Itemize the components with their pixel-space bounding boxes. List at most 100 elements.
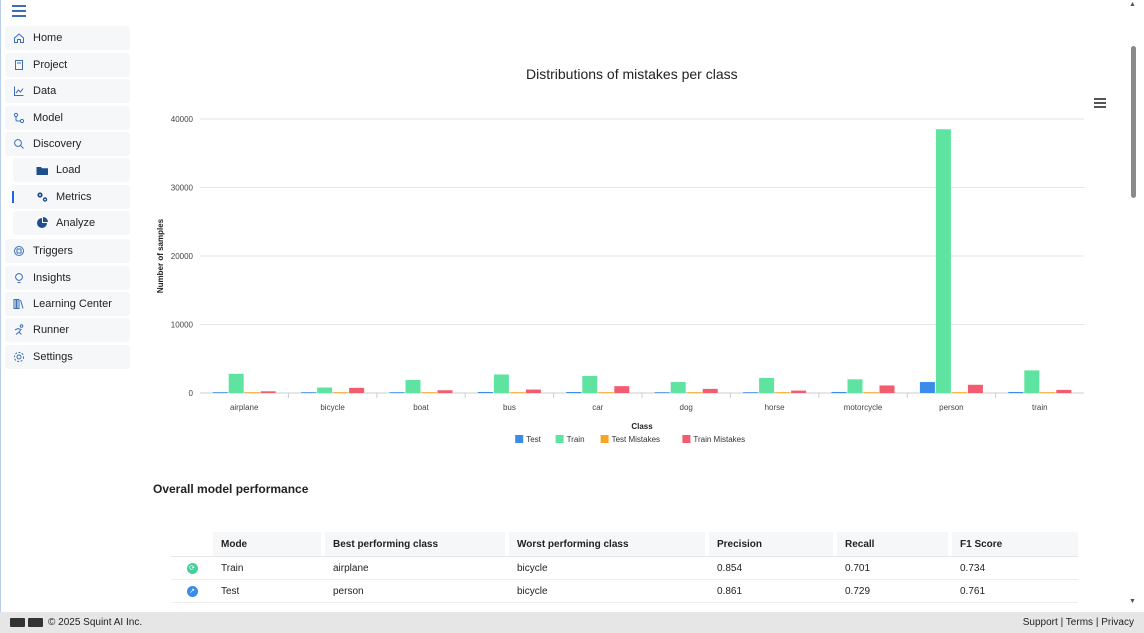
cell-best: airplane: [325, 557, 505, 580]
bar-train: [935, 129, 951, 393]
sidebar-item-project[interactable]: Project: [5, 53, 130, 77]
active-indicator: [12, 191, 14, 203]
pie-chart-icon: [35, 216, 49, 230]
x-tick-label: dog: [680, 403, 693, 412]
triggers-icon: [12, 244, 26, 258]
separator: |: [1095, 617, 1099, 628]
sidebar-item-load[interactable]: Load: [13, 158, 130, 182]
chart-menu-icon[interactable]: [1094, 98, 1106, 110]
sidebar-item-model[interactable]: Model: [5, 106, 130, 130]
legend-item: Test: [526, 435, 541, 444]
main-content: Distributions of mistakes per class 0 100…: [131, 0, 1127, 612]
footer-links: Support | Terms | Privacy: [1023, 617, 1134, 628]
cell-f1: 0.734: [952, 557, 1078, 580]
sidebar-item-home[interactable]: Home: [5, 26, 130, 50]
cell-worst: bicycle: [509, 557, 705, 580]
bar-test-mistakes: [598, 392, 614, 393]
lightbulb-icon: [12, 271, 26, 285]
legend-item: Test Mistakes: [612, 435, 660, 444]
bar-train: [317, 387, 333, 393]
bar-train-mistakes: [702, 388, 718, 393]
sidebar-item-metrics[interactable]: Metrics: [12, 185, 130, 209]
table-header-row: Mode Best performing class Worst perform…: [171, 532, 1078, 557]
y-tick-label: 40000: [171, 115, 194, 124]
data-chart-icon: [12, 84, 26, 98]
bar-test-mistakes: [686, 392, 702, 393]
sidebar-item-learning-center[interactable]: Learning Center: [5, 292, 130, 316]
sidebar-item-label: Discovery: [33, 138, 82, 150]
x-axis-title: Class: [631, 422, 653, 431]
y-tick-label: 10000: [171, 321, 194, 330]
cell-recall: 0.701: [837, 557, 948, 580]
scroll-thumb[interactable]: [1131, 46, 1136, 198]
flag-icon: [28, 618, 43, 627]
sidebar-item-settings[interactable]: Settings: [5, 345, 130, 369]
sidebar-item-label: Project: [33, 59, 68, 71]
cell-best: person: [325, 580, 505, 603]
mistakes-bar-chart: 0 10000 20000 30000 40000 airplane bicycle boat…: [156, 115, 1084, 444]
column-header-recall: Recall: [837, 532, 948, 557]
sidebar-item-analyze[interactable]: Analyze: [13, 211, 130, 235]
bar-test-mistakes: [244, 392, 260, 393]
gears-icon: [35, 190, 49, 204]
bar-train: [759, 377, 775, 393]
x-tick-label: airplane: [230, 403, 259, 412]
performance-title: Overall model performance: [153, 482, 309, 496]
cell-worst: bicycle: [509, 580, 705, 603]
cell-mode: Train: [213, 557, 321, 580]
bar-train-mistakes: [525, 389, 541, 393]
bar-test: [654, 392, 670, 393]
performance-table: Mode Best performing class Worst perform…: [171, 532, 1078, 603]
x-tick-label: car: [592, 403, 603, 412]
bar-test: [389, 392, 405, 393]
bar-test-mistakes: [951, 392, 967, 393]
column-gap: [321, 532, 325, 557]
flag-icons: [10, 618, 43, 627]
bar-test-mistakes: [1040, 392, 1056, 393]
cell-f1: 0.761: [952, 580, 1078, 603]
menu-toggle-icon[interactable]: [12, 5, 26, 17]
x-tick-label: bicycle: [320, 403, 345, 412]
bar-train-mistakes: [791, 390, 807, 393]
bar-test: [566, 391, 582, 393]
runner-icon: [12, 323, 26, 337]
x-tick-label: boat: [413, 403, 429, 412]
bar-test: [301, 392, 317, 393]
bar-test-mistakes: [509, 392, 525, 393]
bar-train-mistakes: [349, 387, 365, 393]
scroll-down-icon[interactable]: ▼: [1129, 598, 1136, 605]
column-gap: [505, 532, 509, 557]
scroll-up-icon[interactable]: ▲: [1129, 1, 1136, 8]
bar-test: [212, 392, 228, 393]
x-tick-label: motorcycle: [844, 403, 883, 412]
legend-swatch: [555, 435, 564, 443]
privacy-link[interactable]: Privacy: [1101, 617, 1134, 628]
legend-item: Train: [567, 435, 585, 444]
sidebar-item-label: Analyze: [56, 217, 96, 229]
footer: © 2025 Squint AI Inc. Support | Terms | …: [0, 612, 1144, 633]
legend-swatch: [515, 435, 524, 443]
discovery-icon: [12, 137, 26, 151]
bar-test: [1008, 391, 1024, 393]
sidebar-item-data[interactable]: Data: [5, 79, 130, 103]
vertical-scrollbar[interactable]: ▲ ▼: [1127, 0, 1139, 612]
sidebar-item-runner[interactable]: Runner: [5, 318, 130, 342]
support-link[interactable]: Support: [1022, 617, 1058, 628]
bar-train-mistakes: [967, 384, 983, 393]
sidebar-item-label: Triggers: [33, 245, 73, 257]
bar-test: [743, 392, 759, 393]
legend-item: Train Mistakes: [693, 435, 745, 444]
sidebar-item-insights[interactable]: Insights: [5, 266, 130, 290]
home-icon: [12, 31, 26, 45]
sidebar-item-discovery[interactable]: Discovery: [5, 132, 130, 156]
bar-test-mistakes: [333, 392, 349, 393]
sidebar-item-triggers[interactable]: Triggers: [5, 239, 130, 263]
gear-icon: [12, 350, 26, 364]
column-gap: [833, 532, 837, 557]
column-header-f1: F1 Score: [952, 532, 1078, 557]
folder-icon: [35, 163, 49, 177]
terms-link[interactable]: Terms: [1065, 617, 1094, 628]
project-icon: [12, 58, 26, 72]
column-gap: [705, 532, 709, 557]
bar-train-mistakes: [437, 390, 453, 393]
